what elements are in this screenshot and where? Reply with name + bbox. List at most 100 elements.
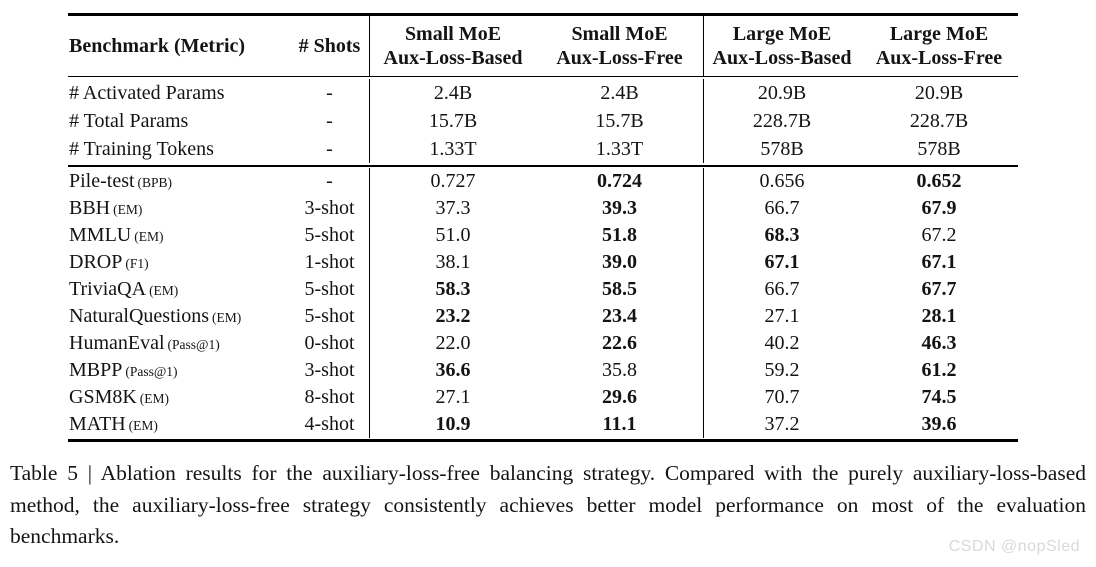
- benchmark-row: MBPP (Pass@1) 3-shot 36.6 35.8 59.2 61.2: [68, 357, 1018, 384]
- value-cell: 67.7: [921, 278, 957, 300]
- value-cell: 2.4B: [536, 79, 704, 107]
- benchmark-metric: (Pass@1): [125, 364, 178, 379]
- value-cell: 70.7: [764, 386, 800, 408]
- value-cell: 27.1: [764, 305, 800, 327]
- benchmark-row: BBH (EM) 3-shot 37.3 39.3 66.7 67.9: [68, 195, 1018, 222]
- watermark: CSDN @nopSled: [948, 538, 1080, 555]
- value-cell: 23.4: [536, 303, 704, 330]
- value-cell: 61.2: [921, 359, 957, 381]
- value-cell: 58.3: [435, 278, 471, 300]
- benchmark-metric: (EM): [211, 310, 242, 325]
- benchmark-name: MMLU: [69, 224, 132, 246]
- benchmark-name: Pile-test: [69, 170, 135, 192]
- header-group-line2: Aux-Loss-Free: [875, 47, 1003, 69]
- value-cell: 38.1: [435, 251, 471, 273]
- value-cell: 46.3: [921, 332, 957, 354]
- shots-cell: 4-shot: [290, 411, 370, 438]
- value-cell: 10.9: [435, 413, 471, 435]
- value-cell: 35.8: [536, 357, 704, 384]
- ablation-results-table: Benchmark (Metric) # Shots Small MoE Aux…: [68, 13, 1018, 442]
- benchmark-name: DROP: [69, 251, 123, 273]
- benchmark-cell: MMLU (EM): [68, 224, 290, 247]
- shots-cell: 5-shot: [290, 222, 370, 249]
- benchmark-name: # Activated Params: [69, 81, 225, 104]
- benchmark-row: NaturalQuestions (EM) 5-shot 23.2 23.4 27.1 28…: [68, 303, 1018, 330]
- shots-cell: 0-shot: [290, 330, 370, 357]
- table-header-row: Benchmark (Metric) # Shots Small MoE Aux…: [68, 16, 1018, 77]
- value-cell: 11.1: [536, 411, 704, 438]
- value-cell: 15.7B: [428, 109, 478, 132]
- benchmark-metric: (EM): [134, 229, 164, 244]
- benchmark-row: MMLU (EM) 5-shot 51.0 51.8 68.3 67.2: [68, 222, 1018, 249]
- value-cell: 51.8: [536, 222, 704, 249]
- benchmark-name: # Total Params: [69, 109, 189, 132]
- header-group-line2: Aux-Loss-Based: [712, 47, 852, 69]
- value-cell: 66.7: [764, 197, 800, 219]
- benchmark-name: HumanEval: [69, 332, 165, 354]
- benchmark-name: MBPP: [69, 359, 123, 381]
- benchmark-cell: NaturalQuestions (EM): [68, 305, 290, 328]
- benchmark-cell: Pile-test (BPB): [68, 170, 290, 193]
- benchmark-row: HumanEval (Pass@1) 0-shot 22.0 22.6 40.2 46.3: [68, 330, 1018, 357]
- value-cell: 20.9B: [914, 81, 964, 104]
- value-cell: 22.0: [435, 332, 471, 354]
- header-small-moe-aux-loss-free: Small MoE Aux-Loss-Free: [536, 16, 704, 76]
- benchmark-row: TriviaQA (EM) 5-shot 58.3 58.5 66.7 67.7: [68, 276, 1018, 303]
- value-cell: 39.0: [536, 249, 704, 276]
- header-large-moe-aux-loss-based: Large MoE Aux-Loss-Based: [704, 22, 860, 70]
- benchmark-results-section: Pile-test (BPB) -0.727 0.724 0.656 0.652 BBH (E…: [68, 167, 1018, 439]
- value-cell: 67.1: [921, 251, 957, 273]
- header-benchmark-metric: Benchmark (Metric): [69, 34, 246, 57]
- benchmark-metric: (EM): [128, 418, 158, 433]
- benchmark-cell: DROP (F1): [68, 251, 290, 274]
- value-cell: 39.6: [921, 413, 957, 435]
- value-cell: 0.727: [430, 170, 476, 192]
- value-cell: 578B: [917, 137, 961, 160]
- value-cell: 20.9B: [757, 81, 807, 104]
- value-cell: 51.0: [435, 224, 471, 246]
- header-large-moe-aux-loss-free: Large MoE Aux-Loss-Free: [860, 22, 1018, 70]
- benchmark-cell: # Training Tokens: [68, 138, 290, 161]
- value-cell: 59.2: [764, 359, 800, 381]
- benchmark-row: MATH (EM) 4-shot 10.9 11.1 37.2 39.6: [68, 411, 1018, 438]
- value-cell: 15.7B: [536, 107, 704, 135]
- shots-cell: 5-shot: [290, 276, 370, 303]
- benchmark-cell: MBPP (Pass@1): [68, 359, 290, 382]
- header-group-line1: Large MoE: [889, 23, 989, 45]
- value-cell: 37.3: [435, 197, 471, 219]
- shots-cell: 1-shot: [290, 249, 370, 276]
- param-row: # Training Tokens - 1.33T 1.33T 578B 578B: [68, 135, 1018, 163]
- value-cell: 68.3: [764, 224, 800, 246]
- value-cell: 29.6: [536, 384, 704, 411]
- shots-cell: 5-shot: [290, 303, 370, 330]
- value-cell: 0.724: [536, 168, 704, 195]
- value-cell: 67.2: [921, 224, 957, 246]
- shots-cell: 3-shot: [290, 195, 370, 222]
- benchmark-cell: TriviaQA (EM): [68, 278, 290, 301]
- value-cell: 28.1: [921, 305, 957, 327]
- value-cell: 74.5: [921, 386, 957, 408]
- benchmark-cell: GSM8K (EM): [68, 386, 290, 409]
- shots-cell: 8-shot: [290, 384, 370, 411]
- header-group-line2: Aux-Loss-Based: [383, 47, 523, 69]
- value-cell: 0.652: [916, 170, 962, 192]
- value-cell: 39.3: [536, 195, 704, 222]
- benchmark-metric: (BPB): [137, 175, 173, 190]
- shots-cell: -: [290, 168, 370, 195]
- benchmark-metric: (EM): [149, 283, 179, 298]
- header-shots: # Shots: [290, 16, 370, 76]
- model-params-section: # Activated Params - 2.4B 2.4B 20.9B 20.9B # T…: [68, 77, 1018, 167]
- value-cell: 228.7B: [752, 109, 812, 132]
- header-group-line1: Small MoE: [404, 23, 502, 45]
- value-cell: 22.6: [536, 330, 704, 357]
- value-cell: 27.1: [435, 386, 471, 408]
- header-group-line2: Aux-Loss-Free: [556, 47, 683, 69]
- value-cell: 37.2: [764, 413, 800, 435]
- value-cell: 36.6: [435, 359, 471, 381]
- value-cell: 67.1: [764, 251, 800, 273]
- benchmark-row: Pile-test (BPB) -0.727 0.724 0.656 0.652: [68, 168, 1018, 195]
- value-cell: 578B: [760, 137, 804, 160]
- benchmark-metric: (F1): [125, 256, 149, 271]
- param-row: # Activated Params - 2.4B 2.4B 20.9B 20.9B: [68, 79, 1018, 107]
